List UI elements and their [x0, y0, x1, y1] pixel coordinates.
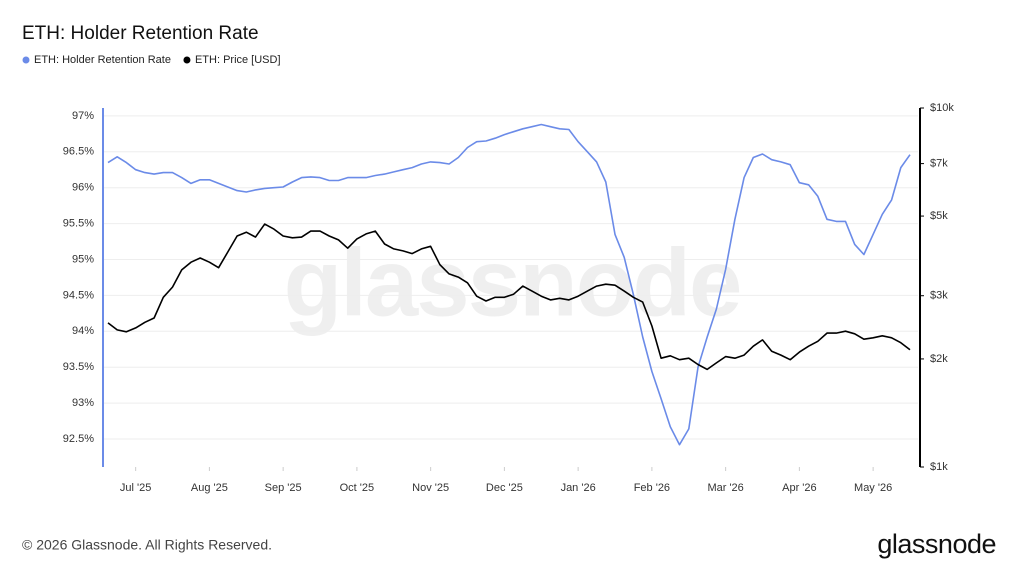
y2-tick-label: $2k: [930, 353, 948, 365]
x-tick-label: Feb '26: [634, 482, 670, 494]
x-tick-label: Sep '25: [265, 482, 302, 494]
legend-label: ETH: Holder Retention Rate: [34, 54, 171, 66]
y-tick-label: 92.5%: [63, 433, 94, 445]
watermark: glassnode: [284, 229, 741, 336]
y-tick-label: 96%: [72, 182, 94, 194]
x-tick-label: Aug '25: [191, 482, 228, 494]
legend-marker: [183, 56, 191, 64]
y-tick-label: 93%: [72, 397, 94, 409]
x-tick-label: May '26: [854, 482, 892, 494]
y-tick-label: 94%: [72, 325, 94, 337]
x-tick-label: Dec '25: [486, 482, 523, 494]
y2-tick-label: $3k: [930, 290, 948, 302]
y2-tick-label: $5k: [930, 210, 948, 222]
x-tick-label: Jul '25: [120, 482, 151, 494]
x-tick-label: Oct '25: [340, 482, 375, 494]
y2-tick-label: $7k: [930, 158, 948, 170]
x-tick-label: Jan '26: [561, 482, 596, 494]
logo: glassnode: [877, 529, 996, 559]
y-tick-label: 94.5%: [63, 289, 94, 301]
x-tick-label: Mar '26: [707, 482, 743, 494]
footer: © 2026 Glassnode. All Rights Reserved.: [22, 537, 272, 553]
chart-title: ETH: Holder Retention Rate: [22, 23, 259, 44]
y2-tick-label: $10k: [930, 102, 954, 114]
y-tick-label: 93.5%: [63, 361, 94, 373]
y-tick-label: 95.5%: [63, 218, 94, 230]
x-tick-label: Nov '25: [412, 482, 449, 494]
series-line: [107, 223, 911, 371]
legend-marker: [22, 56, 30, 64]
legend-label: ETH: Price [USD]: [195, 54, 281, 66]
y-tick-label: 96.5%: [63, 146, 94, 158]
y-tick-label: 97%: [72, 110, 94, 122]
y2-tick-label: $1k: [930, 461, 948, 473]
x-tick-label: Apr '26: [782, 482, 817, 494]
series-line: [107, 123, 911, 446]
y-tick-label: 95%: [72, 253, 94, 265]
